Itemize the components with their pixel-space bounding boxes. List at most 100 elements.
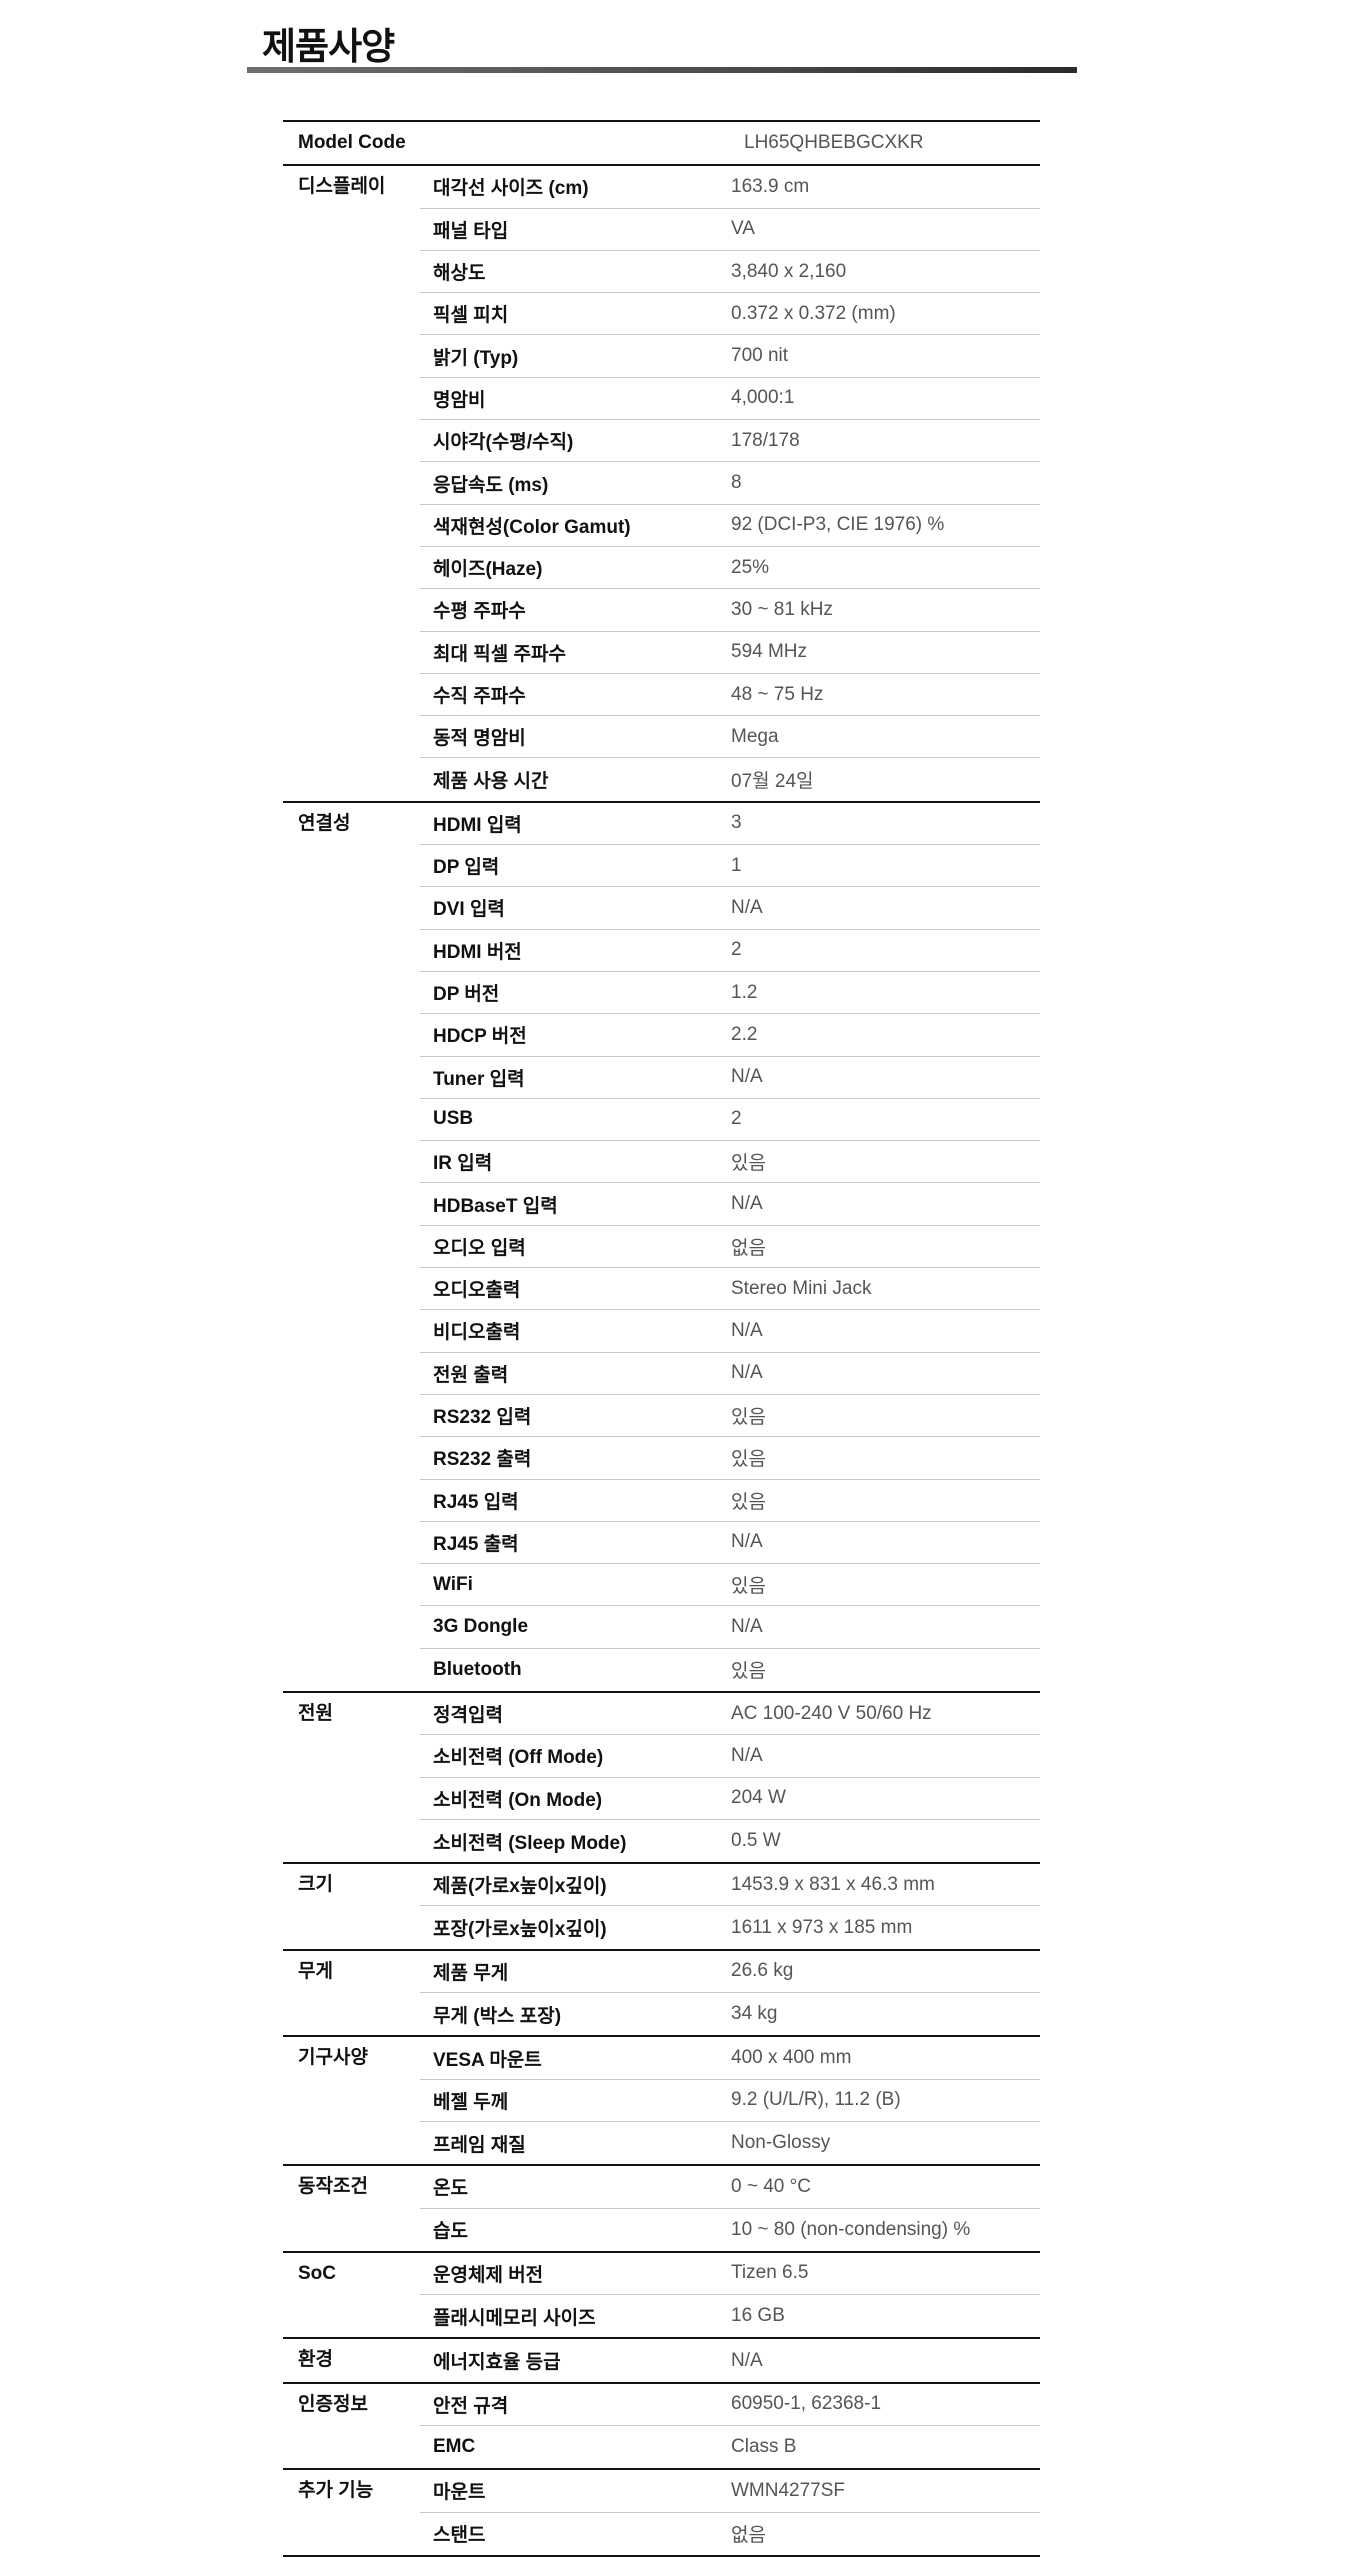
spec-row: HDMI 입력 3 bbox=[420, 803, 1040, 846]
spec-value: 400 x 400 mm bbox=[731, 2047, 852, 2068]
spec-category: 디스플레이 bbox=[298, 176, 386, 198]
spec-label: 전원 출력 bbox=[433, 1364, 509, 1386]
spec-value: 1.2 bbox=[731, 981, 758, 1003]
spec-label: HDMI 입력 bbox=[433, 814, 522, 836]
spec-value: 1453.9 x 831 x 46.3 mm bbox=[731, 1873, 935, 1895]
spec-row: 명암비 4,000:1 bbox=[420, 378, 1040, 421]
spec-row: 최대 픽셀 주파수 594 MHz bbox=[420, 632, 1040, 674]
spec-label: DP 입력 bbox=[433, 857, 500, 879]
spec-row: 마운트 WMN4277SF bbox=[420, 2470, 1040, 2513]
spec-row: RS232 입력 있음 bbox=[420, 1395, 1040, 1438]
spec-value: VA bbox=[731, 218, 755, 240]
spec-row: 수평 주파수 30 ~ 81 kHz bbox=[420, 589, 1040, 632]
spec-label: 픽셀 피치 bbox=[433, 305, 509, 327]
title-divider bbox=[247, 67, 1077, 73]
spec-label: 무게 (박스 포장) bbox=[433, 2005, 562, 2027]
spec-value: N/A bbox=[731, 1616, 763, 1638]
spec-value: 4,000:1 bbox=[731, 387, 795, 409]
spec-label: Tuner 입력 bbox=[433, 1068, 525, 1090]
spec-label: 비디오출력 bbox=[433, 1322, 521, 1344]
spec-row: 해상도 3,840 x 2,160 bbox=[420, 251, 1040, 294]
spec-label: 응답속도 (ms) bbox=[433, 474, 549, 496]
spec-value: 2.2 bbox=[731, 1023, 758, 1045]
spec-row: 제품 사용 시간 07월 24일 bbox=[420, 758, 1040, 800]
spec-row: 수직 주파수 48 ~ 75 Hz bbox=[420, 674, 1040, 717]
spec-value: 163.9 cm bbox=[731, 175, 810, 197]
spec-label: 안전 규격 bbox=[433, 2395, 509, 2417]
spec-row: 습도 10 ~ 80 (non-condensing) % bbox=[420, 2209, 1040, 2251]
spec-value: N/A bbox=[731, 1319, 763, 1341]
spec-value: 8 bbox=[731, 472, 742, 494]
spec-value: 0 ~ 40 °C bbox=[731, 2175, 811, 2197]
spec-label: EMC bbox=[433, 2436, 476, 2458]
spec-group: 전원 정격입력 AC 100-240 V 50/60 Hz 소비전력 (Off Mod… bbox=[283, 1693, 1040, 1865]
spec-value: 있음 bbox=[731, 1491, 766, 1513]
spec-row: 포장(가로x높이x깊이) 1611 x 973 x 185 mm bbox=[420, 1906, 1040, 1948]
spec-value: 있음 bbox=[731, 1576, 766, 1598]
spec-label: 최대 픽셀 주파수 bbox=[433, 643, 566, 665]
spec-row: 에너지효율 등급 N/A bbox=[420, 2339, 1040, 2381]
spec-group: 동작조건 온도 0 ~ 40 °C 습도 10 ~ 80 (non-condensing… bbox=[283, 2166, 1040, 2253]
spec-value: 34 kg bbox=[731, 2003, 778, 2025]
spec-row: 색재현성(Color Gamut) 92 (DCI-P3, CIE 1976) % bbox=[420, 505, 1040, 547]
spec-value: 3,840 x 2,160 bbox=[731, 260, 847, 282]
spec-value: 1611 x 973 x 185 mm bbox=[731, 1916, 913, 1938]
spec-value: Non-Glossy bbox=[731, 2132, 831, 2154]
spec-label: 운영체제 버전 bbox=[433, 2264, 544, 2286]
spec-value: Mega bbox=[731, 725, 779, 747]
spec-category: 추가 기능 bbox=[298, 2480, 374, 2502]
spec-row: 베젤 두께 9.2 (U/L/R), 11.2 (B) bbox=[420, 2080, 1040, 2122]
spec-label: Model Code bbox=[298, 132, 406, 154]
spec-category: 기구사양 bbox=[298, 2047, 368, 2069]
spec-value: 60950-1, 62368-1 bbox=[731, 2393, 882, 2415]
spec-value: 있음 bbox=[731, 1661, 766, 1683]
spec-row: 프레임 재질 Non-Glossy bbox=[420, 2122, 1040, 2164]
spec-row: 오디오출력 Stereo Mini Jack bbox=[420, 1268, 1040, 1311]
spec-label: 명암비 bbox=[433, 389, 486, 411]
spec-label: 오디오출력 bbox=[433, 1280, 521, 1302]
spec-value: 있음 bbox=[731, 1449, 766, 1471]
spec-row: DP 입력 1 bbox=[420, 845, 1040, 888]
spec-value: N/A bbox=[731, 1193, 763, 1215]
spec-label: 포장(가로x높이x깊이) bbox=[433, 1919, 607, 1941]
spec-value: 있음 bbox=[731, 1407, 766, 1429]
spec-category: SoC bbox=[298, 2262, 336, 2284]
spec-group: 추가 기능 마운트 WMN4277SF 스탠드 없음 bbox=[283, 2470, 1040, 2557]
spec-label: 패널 타입 bbox=[433, 220, 509, 242]
spec-label: RJ45 입력 bbox=[433, 1491, 519, 1513]
spec-table: Model Code LH65QHBEBGCXKR 디스플레이 대각선 사이즈 (… bbox=[283, 120, 1040, 2557]
spec-value: 2 bbox=[731, 939, 742, 961]
spec-value: 178/178 bbox=[731, 429, 800, 451]
spec-value: 3 bbox=[731, 812, 742, 834]
spec-label: USB bbox=[433, 1108, 474, 1130]
spec-row: 시야각(수평/수직) 178/178 bbox=[420, 420, 1040, 463]
spec-row: 밝기 (Typ) 700 nit bbox=[420, 335, 1040, 378]
spec-label: 습도 bbox=[433, 2221, 468, 2243]
spec-value: N/A bbox=[731, 896, 763, 918]
spec-category: 인증정보 bbox=[298, 2393, 368, 2415]
spec-row: HDCP 버전 2.2 bbox=[420, 1014, 1040, 1057]
spec-label: 프레임 재질 bbox=[433, 2134, 526, 2156]
spec-row: EMC Class B bbox=[420, 2426, 1040, 2468]
spec-label: WiFi bbox=[433, 1573, 473, 1595]
spec-label: 시야각(수평/수직) bbox=[433, 432, 574, 454]
spec-row: 패널 타입 VA bbox=[420, 209, 1040, 251]
spec-value: N/A bbox=[731, 1744, 763, 1766]
spec-category: 환경 bbox=[298, 2349, 333, 2371]
spec-row: 픽셀 피치 0.372 x 0.372 (mm) bbox=[420, 293, 1040, 336]
spec-row: 플래시메모리 사이즈 16 GB bbox=[420, 2295, 1040, 2337]
spec-label: IR 입력 bbox=[433, 1153, 493, 1175]
spec-value: Stereo Mini Jack bbox=[731, 1277, 872, 1299]
spec-label: 밝기 (Typ) bbox=[433, 347, 519, 369]
spec-value: 없음 bbox=[731, 2525, 766, 2547]
spec-category: 전원 bbox=[298, 1702, 333, 1724]
spec-group: 연결성 HDMI 입력 3 DP 입력 1 DVI 입력 N/A HDMI 버전 2 DP 버전 1… bbox=[283, 803, 1040, 1693]
spec-value: 594 MHz bbox=[731, 641, 808, 663]
spec-group: 인증정보 안전 규격 60950-1, 62368-1 EMC Class B bbox=[283, 2384, 1040, 2471]
spec-value: 700 nit bbox=[731, 345, 789, 367]
spec-value: WMN4277SF bbox=[731, 2479, 846, 2501]
spec-row: 정격입력 AC 100-240 V 50/60 Hz bbox=[420, 1693, 1040, 1736]
spec-value: AC 100-240 V 50/60 Hz bbox=[731, 1702, 932, 1724]
spec-label: 소비전력 (On Mode) bbox=[433, 1789, 603, 1811]
spec-row: RJ45 입력 있음 bbox=[420, 1480, 1040, 1522]
